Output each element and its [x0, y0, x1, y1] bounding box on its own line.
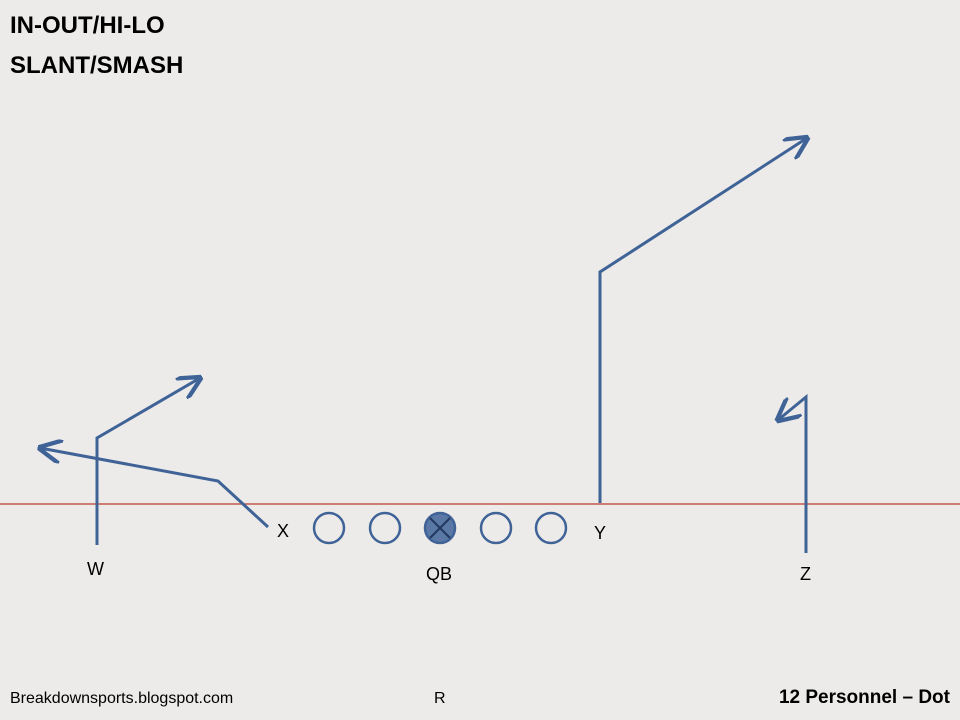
w-route [95, 378, 200, 545]
label-r: R [434, 690, 446, 707]
label-x: X [277, 521, 289, 541]
center-marker [423, 511, 457, 545]
label-z: Z [800, 564, 811, 584]
play-title-line-2: SLANT/SMASH [10, 52, 184, 79]
x-route [40, 448, 270, 529]
offensive-lineman-lg [368, 511, 402, 545]
y-route [598, 138, 807, 503]
offensive-lineman-rg [479, 511, 513, 545]
label-y: Y [594, 523, 606, 543]
play-title-line-1: IN-OUT/HI-LO [10, 12, 165, 39]
footer-source: Breakdownsports.blogspot.com [10, 690, 234, 707]
label-qb: QB [426, 564, 452, 584]
footer-formation: 12 Personnel – Dot [778, 687, 950, 708]
label-w: W [87, 559, 104, 579]
z-route [778, 393, 808, 553]
offensive-lineman-rt [534, 511, 568, 545]
offensive-lineman-lt [312, 511, 346, 545]
